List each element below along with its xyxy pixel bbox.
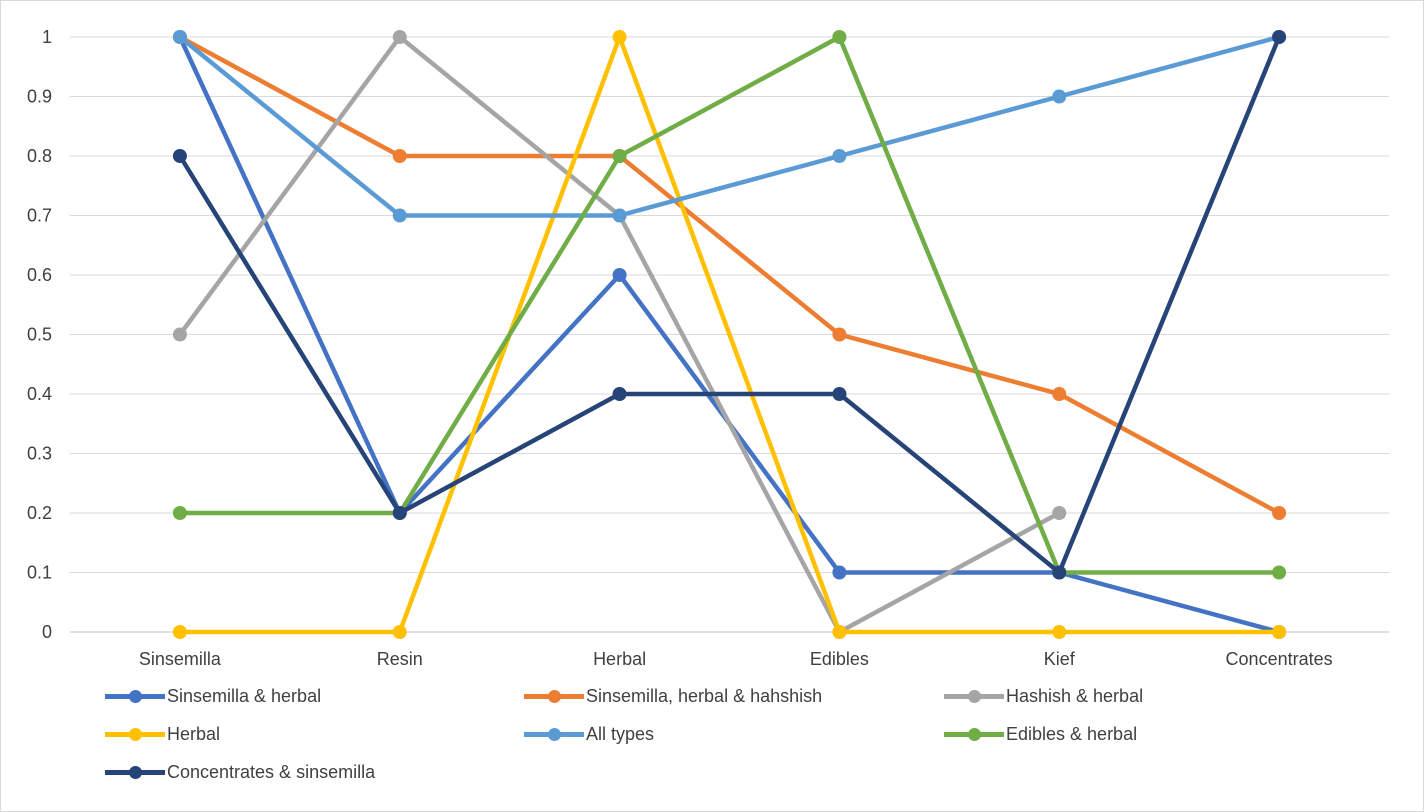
x-tick-label: Edibles (810, 649, 869, 669)
data-point (1272, 30, 1287, 44)
data-point (1052, 565, 1067, 580)
series-line (178, 34, 1280, 218)
data-point (832, 327, 847, 342)
data-point (832, 387, 847, 401)
series-3 (172, 30, 1287, 639)
data-point (172, 149, 187, 163)
y-tick-label: 1 (42, 27, 52, 47)
data-point (612, 149, 627, 163)
legend-swatch (944, 722, 1004, 746)
x-tick-label: Sinsemilla (139, 649, 222, 669)
data-point (832, 30, 847, 44)
data-point (172, 30, 187, 44)
y-axis-tick-labels: 0 0.1 0.2 0.3 0.4 0.5 0.6 0.7 0.8 0.9 1 (27, 27, 52, 642)
y-tick-label: 0.5 (27, 325, 52, 345)
legend-marker (129, 690, 142, 703)
y-tick-label: 0.7 (27, 206, 52, 226)
data-point (392, 625, 407, 639)
legend-item: Sinsemilla & herbal (105, 684, 321, 708)
data-point (832, 149, 847, 163)
y-tick-label: 0.9 (27, 87, 52, 107)
data-point (612, 208, 627, 223)
legend-label: Herbal (167, 723, 221, 744)
series-5 (172, 30, 1287, 580)
series-line (178, 35, 1281, 515)
series-6 (172, 30, 1287, 580)
legend-label: All types (586, 723, 655, 744)
legend-label: Sinsemilla, herbal & hahshish (586, 685, 823, 706)
y-tick-label: 0.3 (27, 444, 52, 464)
series-4 (172, 30, 1287, 223)
legend-swatch (105, 760, 165, 784)
y-tick-label: 0.4 (27, 384, 52, 404)
series-line (179, 34, 1280, 635)
x-axis-tick-labels: Sinsemilla Resin Herbal Edibles Kief Concentr… (139, 649, 1333, 669)
y-tick-label: 0 (42, 622, 52, 642)
data-point (172, 327, 187, 342)
series-line (178, 36, 1282, 575)
data-point (172, 506, 187, 520)
legend-marker (129, 728, 142, 741)
legend-label: Hashish & herbal (1006, 685, 1144, 706)
legend-item: Hashish & herbal (944, 684, 1143, 708)
legend-item: Concentrates & sinsemilla (105, 760, 375, 784)
legend-label: Concentrates & sinsemilla (167, 761, 376, 782)
legend-swatch (105, 722, 165, 746)
data-point (1052, 387, 1067, 401)
y-tick-label: 0.8 (27, 146, 52, 166)
x-tick-label: Concentrates (1226, 649, 1333, 669)
x-tick-label: Kief (1044, 649, 1076, 669)
data-point (1272, 625, 1287, 639)
legend-label: Sinsemilla & herbal (167, 685, 322, 706)
data-point (1052, 506, 1067, 520)
data-point (392, 506, 407, 520)
y-tick-label: 0.6 (27, 265, 52, 285)
legend-item: Sinsemilla, herbal & hahshish (524, 684, 822, 708)
legend-swatch (524, 722, 584, 746)
data-point (612, 268, 627, 282)
data-point (612, 30, 627, 44)
data-point (172, 625, 187, 639)
legend-marker (548, 690, 561, 703)
y-tick-label: 0.2 (27, 503, 52, 523)
data-point (612, 387, 627, 401)
y-tick-label: 0.1 (27, 563, 52, 583)
data-point (1052, 89, 1067, 104)
legend-swatch (524, 684, 584, 708)
legend-marker (129, 766, 142, 779)
x-tick-label: Herbal (593, 649, 646, 669)
legend-label: Edibles & herbal (1006, 723, 1138, 744)
series-lines (172, 30, 1287, 639)
data-point (392, 30, 407, 44)
legend-marker (548, 728, 561, 741)
legend-marker (968, 690, 981, 703)
data-point (832, 565, 847, 580)
data-point (1052, 625, 1067, 639)
series-line (179, 34, 1280, 575)
legend-item: Edibles & herbal (944, 722, 1137, 746)
legend-marker (968, 728, 981, 741)
legend-swatch (105, 684, 165, 708)
series-1 (172, 30, 1287, 520)
data-point (392, 149, 407, 163)
legend-item: Herbal (105, 722, 220, 746)
legend-item: All types (524, 722, 654, 746)
x-tick-label: Resin (377, 649, 423, 669)
data-point (1272, 506, 1287, 520)
data-point (392, 208, 407, 223)
legend-swatch (944, 684, 1004, 708)
data-point (1272, 565, 1287, 580)
data-point (832, 625, 847, 639)
